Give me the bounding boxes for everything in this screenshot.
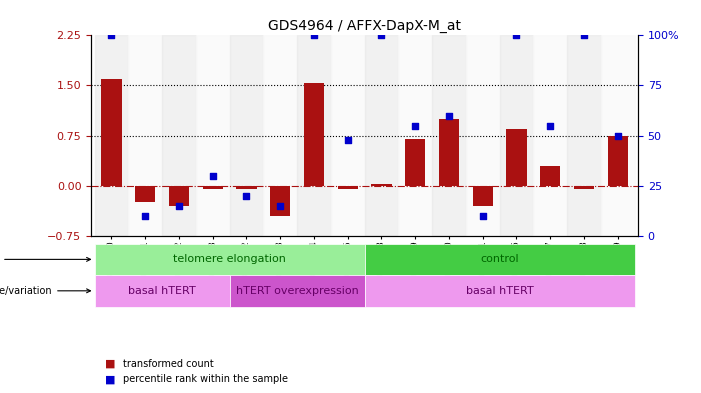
Point <box>207 173 218 179</box>
Bar <box>574 185 594 189</box>
Bar <box>533 35 567 236</box>
Bar <box>472 185 493 206</box>
Text: transformed count: transformed count <box>123 358 213 369</box>
Bar <box>567 35 601 236</box>
Text: ■: ■ <box>105 358 116 369</box>
Bar <box>203 185 223 189</box>
Bar <box>95 275 229 307</box>
Bar <box>196 35 229 236</box>
Bar <box>465 35 500 236</box>
Point <box>578 32 590 39</box>
Point <box>342 136 353 143</box>
Text: control: control <box>480 254 519 264</box>
Bar <box>601 35 634 236</box>
Point <box>376 32 387 39</box>
Point <box>545 122 556 129</box>
Bar <box>95 244 365 275</box>
Bar <box>506 129 526 185</box>
Text: protocol: protocol <box>0 254 90 264</box>
Bar <box>304 83 324 185</box>
Bar <box>236 185 257 189</box>
Bar <box>398 35 432 236</box>
Bar <box>405 139 426 185</box>
Bar <box>331 35 365 236</box>
Bar <box>229 275 365 307</box>
Bar <box>365 275 634 307</box>
Text: telomere elongation: telomere elongation <box>173 254 286 264</box>
Point <box>409 122 421 129</box>
Point <box>443 112 454 119</box>
Bar <box>365 244 634 275</box>
Text: ■: ■ <box>105 374 116 384</box>
Point <box>275 202 286 209</box>
Point <box>106 32 117 39</box>
Point <box>139 213 151 219</box>
Bar <box>365 35 398 236</box>
Bar <box>270 185 290 216</box>
Text: percentile rank within the sample: percentile rank within the sample <box>123 374 287 384</box>
Bar <box>500 35 533 236</box>
Bar <box>101 79 121 185</box>
Bar <box>95 35 128 236</box>
Point <box>173 202 184 209</box>
Point <box>511 32 522 39</box>
Point <box>477 213 489 219</box>
Bar <box>162 35 196 236</box>
Point <box>240 193 252 199</box>
Bar <box>169 185 189 206</box>
Text: basal hTERT: basal hTERT <box>128 286 196 296</box>
Bar <box>229 35 264 236</box>
Bar <box>540 165 560 185</box>
Point <box>612 132 623 139</box>
Point <box>308 32 320 39</box>
Bar <box>264 35 297 236</box>
Bar <box>372 184 392 185</box>
Bar <box>432 35 465 236</box>
Bar <box>128 35 162 236</box>
Text: hTERT overexpression: hTERT overexpression <box>236 286 358 296</box>
Bar <box>337 185 358 189</box>
Text: basal hTERT: basal hTERT <box>465 286 533 296</box>
Text: genotype/variation: genotype/variation <box>0 286 90 296</box>
Bar <box>439 119 459 185</box>
Bar <box>608 136 628 185</box>
Title: GDS4964 / AFFX-DapX-M_at: GDS4964 / AFFX-DapX-M_at <box>268 19 461 33</box>
Bar <box>135 185 155 202</box>
Bar <box>297 35 331 236</box>
